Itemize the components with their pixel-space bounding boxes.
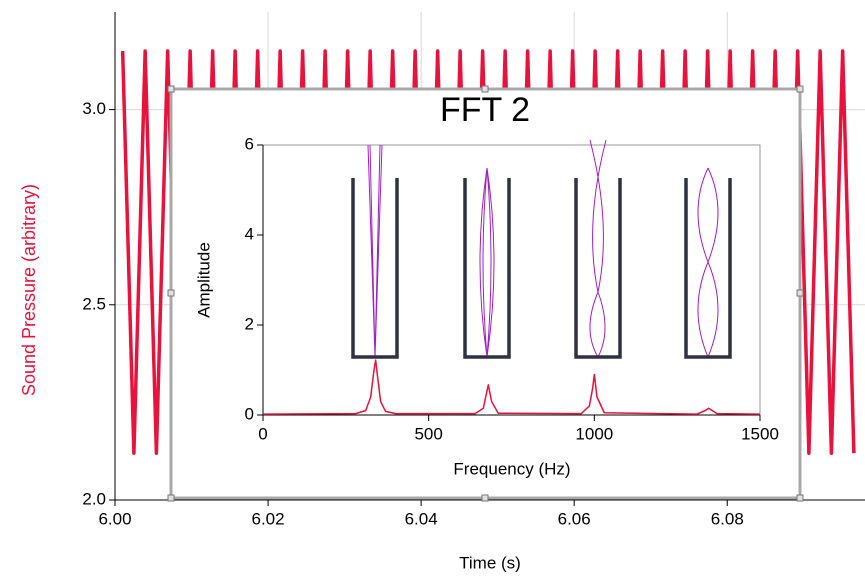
handle [796,494,804,502]
x-tick-label: 1000 [575,424,613,443]
handle [796,289,804,297]
x-tick-label: 500 [414,424,442,443]
y-tick-label: 2 [245,314,254,333]
y-tick-label: 3.0 [82,99,106,118]
handle [167,289,175,297]
y-tick-label: 2.0 [82,489,106,508]
x-tick-label: 6.00 [98,509,131,528]
x-tick-label: 6.02 [252,509,285,528]
fft-chart: 0 500 1000 1500 0 2 4 6 [245,134,779,443]
x-tick-label: 6.08 [711,509,744,528]
x-axis-label: Frequency (Hz) [453,459,570,478]
y-tick-label: 0 [245,404,254,423]
y-tick-label: 6 [245,134,254,153]
fft-inset: FFT 2 Frequency (Hz) Amplitude [167,85,804,502]
x-tick-label: 1500 [741,424,779,443]
x-axis-label: Time (s) [459,553,521,572]
tube [574,178,622,359]
tube [351,178,399,359]
handle [796,85,804,93]
handle [167,85,175,93]
inset-title: FFT 2 [440,91,530,129]
y-tick-label: 4 [245,224,254,243]
standing-wave [367,144,383,358]
tube [684,178,732,359]
tube-diagrams [351,139,732,359]
x-tick-label: 6.04 [405,509,438,528]
handle [481,85,489,93]
handle [481,494,489,502]
handle [167,494,175,502]
y-axis-label: Amplitude [194,242,213,318]
x-tick-label: 6.06 [558,509,591,528]
y-tick-label: 2.5 [82,294,106,313]
data-line [262,359,761,415]
x-tick-label: 0 [258,424,267,443]
tube [463,178,511,359]
y-axis-label: Sound Pressure (arbitrary) [19,184,39,396]
